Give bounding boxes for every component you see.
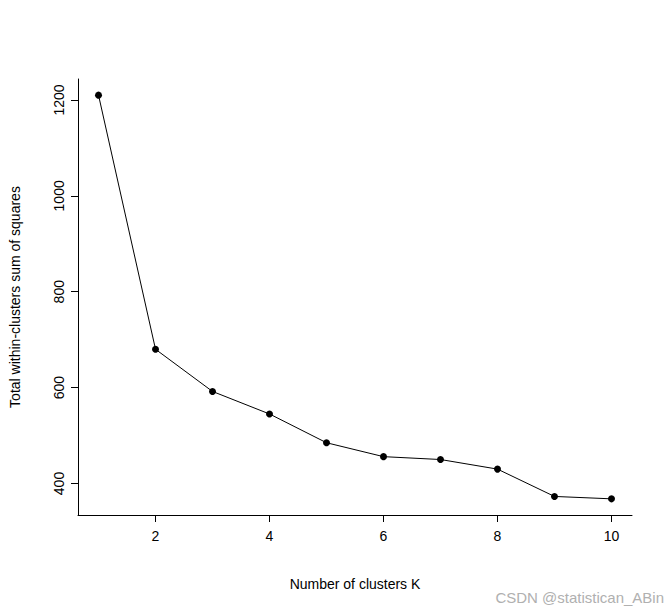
svg-text:8: 8 [494,528,502,544]
svg-text:Number of clusters K: Number of clusters K [290,576,421,592]
svg-text:6: 6 [380,528,388,544]
svg-text:CSDN @statistican_ABin: CSDN @statistican_ABin [495,589,664,606]
svg-text:600: 600 [51,376,67,400]
svg-text:1000: 1000 [51,180,67,211]
svg-text:10: 10 [604,528,620,544]
svg-text:2: 2 [152,528,160,544]
svg-text:400: 400 [51,472,67,496]
svg-text:4: 4 [266,528,274,544]
svg-text:800: 800 [51,280,67,304]
svg-text:1200: 1200 [51,84,67,115]
svg-text:Total within-clusters sum of s: Total within-clusters sum of squares [7,186,23,408]
